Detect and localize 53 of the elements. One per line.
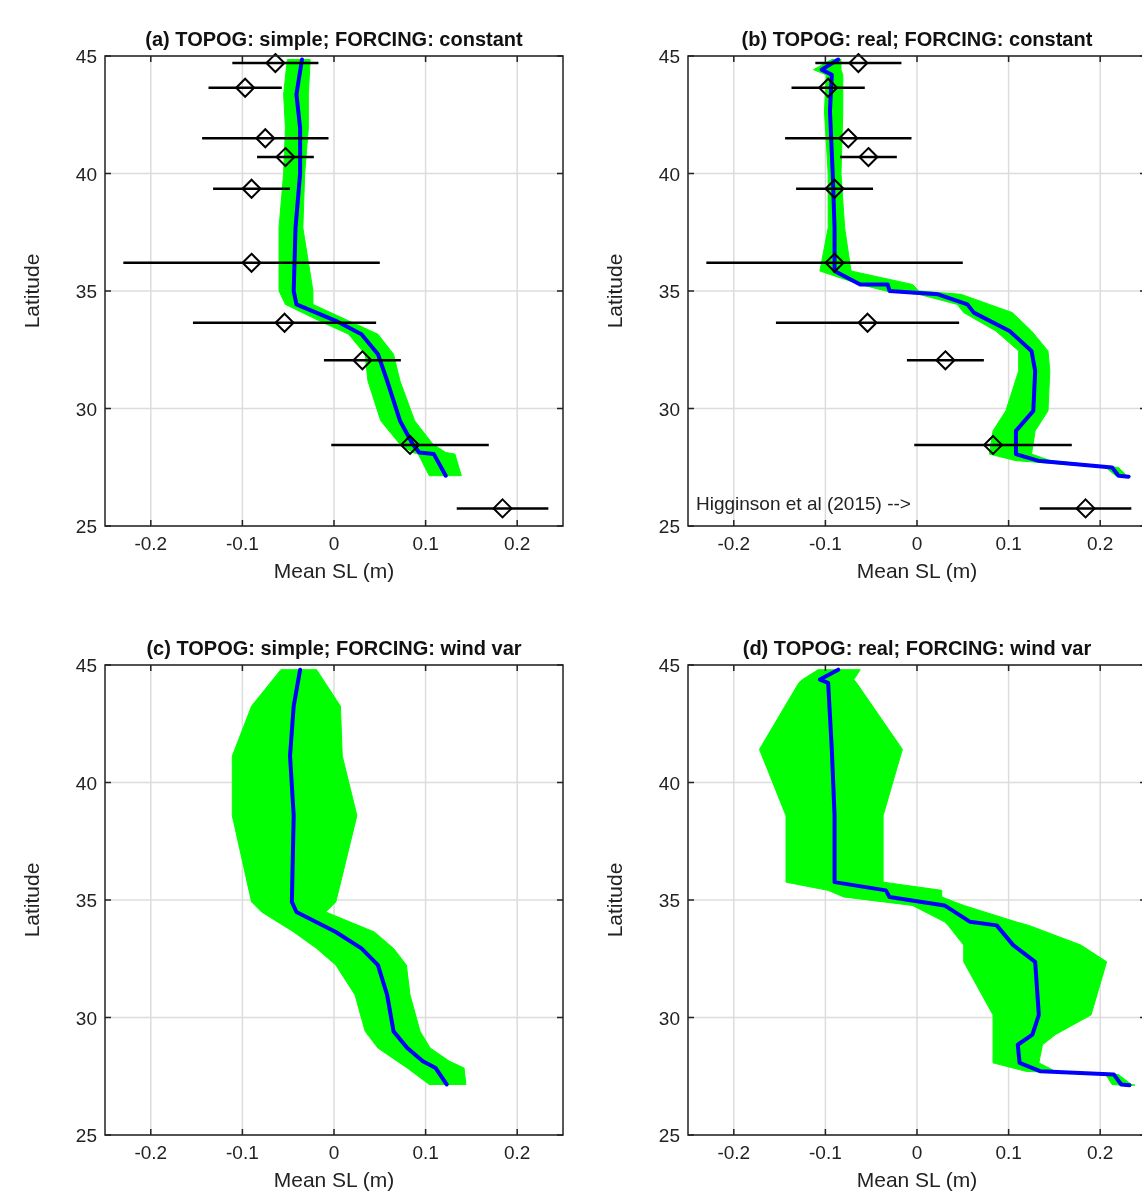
x-tick-label: 0.1: [412, 1142, 439, 1163]
x-tick-label: 0.1: [995, 1142, 1022, 1163]
annotation: Higginson et al (2015) -->: [696, 493, 911, 514]
y-axis-title: Latitude: [20, 253, 43, 329]
x-tick-label: 0.1: [412, 533, 439, 554]
x-tick-label: -0.1: [809, 1142, 842, 1163]
y-tick-label: 45: [75, 46, 97, 67]
chart-title: (b) TOPOG: real; FORCING: constant: [741, 28, 1093, 50]
x-tick-label: 0: [911, 1142, 923, 1163]
y-tick-label: 25: [75, 1125, 97, 1146]
chart-title: (d) TOPOG: real; FORCING: wind var: [742, 637, 1092, 659]
y-tick-label: 45: [658, 46, 680, 67]
y-tick-label: 45: [75, 655, 97, 676]
x-tick-label: -0.2: [717, 1142, 751, 1163]
x-tick-label: 0.2: [503, 1142, 531, 1163]
y-tick-label: 35: [75, 890, 97, 911]
y-tick-label: 40: [658, 772, 680, 794]
x-tick-label: 0.2: [1086, 1142, 1114, 1163]
x-tick-label: -0.2: [134, 1142, 168, 1163]
x-tick-label: -0.1: [226, 1142, 259, 1163]
y-tick-label: 25: [658, 516, 680, 537]
y-tick-label: 40: [658, 163, 680, 185]
y-tick-label: 30: [75, 1007, 97, 1029]
chart-title: (a) TOPOG: simple; FORCING: constant: [145, 28, 524, 50]
y-tick-label: 35: [75, 281, 97, 302]
y-tick-label: 30: [658, 1007, 680, 1029]
y-tick-label: 25: [658, 1125, 680, 1146]
x-axis-title: Mean SL (m): [273, 559, 395, 582]
y-axis-title: Latitude: [603, 862, 626, 938]
x-tick-label: 0.1: [995, 533, 1022, 554]
x-tick-label: 0.2: [1086, 533, 1114, 554]
x-tick-label: 0: [328, 533, 340, 554]
x-axis-title: Mean SL (m): [856, 559, 978, 582]
x-tick-label: 0.2: [503, 533, 531, 554]
y-tick-label: 40: [75, 772, 97, 794]
x-tick-label: -0.2: [134, 533, 168, 554]
x-tick-label: -0.1: [809, 533, 842, 554]
y-axis-title: Latitude: [603, 253, 626, 329]
y-tick-label: 25: [75, 516, 97, 537]
y-tick-label: 45: [658, 655, 680, 676]
y-tick-label: 35: [658, 281, 680, 302]
x-axis-title: Mean SL (m): [856, 1168, 978, 1191]
y-axis-title: Latitude: [20, 862, 43, 938]
y-tick-label: 40: [75, 163, 97, 185]
x-axis-title: Mean SL (m): [273, 1168, 395, 1191]
x-tick-label: -0.2: [717, 533, 751, 554]
y-tick-label: 35: [658, 890, 680, 911]
x-tick-label: 0: [328, 1142, 340, 1163]
x-tick-label: -0.1: [226, 533, 259, 554]
chart-title: (c) TOPOG: simple; FORCING: wind var: [146, 637, 522, 659]
y-tick-label: 30: [658, 398, 680, 420]
y-tick-label: 30: [75, 398, 97, 420]
x-tick-label: 0: [911, 533, 923, 554]
